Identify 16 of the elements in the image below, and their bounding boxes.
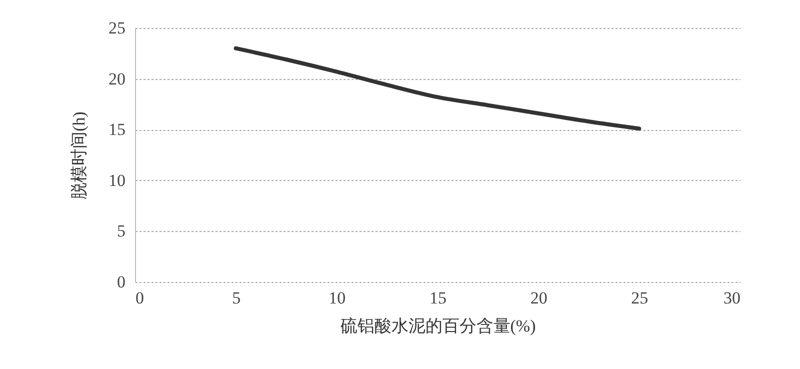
y-tick-label: 15 — [108, 120, 126, 140]
y-axis-title: 脱模时间(h) — [70, 112, 88, 200]
x-axis-title: 硫铝酸水泥的百分含量(%) — [340, 316, 536, 336]
line-series — [234, 46, 642, 131]
x-tick-label: 25 — [631, 288, 648, 308]
y-tick-label: 5 — [117, 222, 126, 241]
x-tick-label: 0 — [136, 288, 144, 308]
x-tick-label: 10 — [328, 288, 346, 308]
y-tick-label: 0 — [117, 272, 126, 292]
x-tick-label: 15 — [430, 288, 446, 308]
y-tick-label: 20 — [108, 69, 126, 88]
y-tick-label: 25 — [108, 18, 126, 38]
x-tick-label: 20 — [530, 288, 548, 308]
x-tick-label: 30 — [724, 288, 740, 308]
x-tick-label: 5 — [232, 288, 241, 308]
y-tick-label: 10 — [108, 170, 126, 190]
